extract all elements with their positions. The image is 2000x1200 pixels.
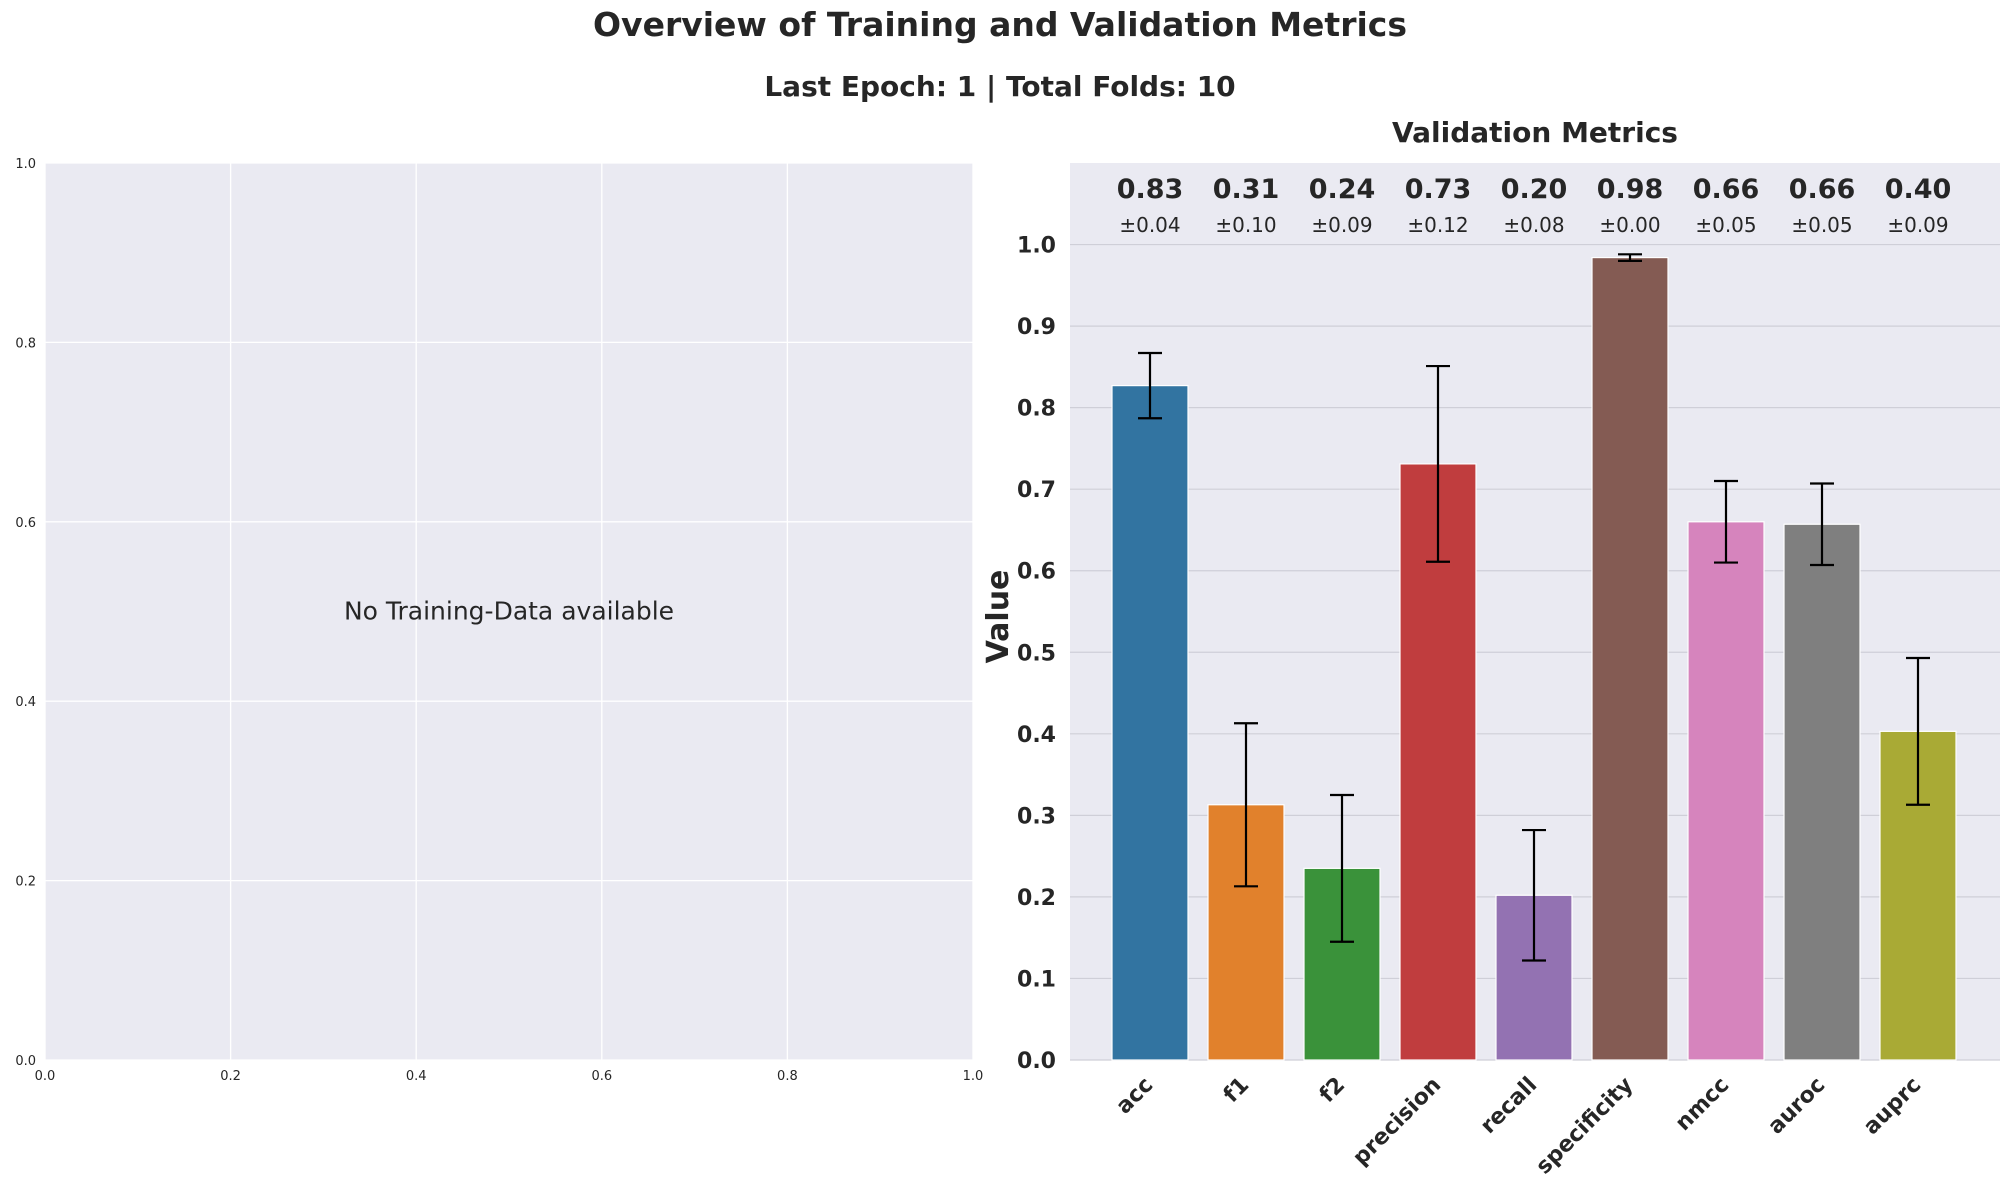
y-tick-label: 0.2 xyxy=(15,875,36,890)
x-tick-label-f2: f2 xyxy=(1315,1073,1350,1108)
validation-metrics-chart: Validation Metrics 0.0 0.1 0.2 0.3 0.4 0.5 0.6 0… xyxy=(981,116,2000,1179)
error-label-nmcc: ±0.05 xyxy=(1695,213,1756,237)
figure-title: Overview of Training and Validation Metr… xyxy=(593,5,1407,44)
x-tick-label: 0.8 xyxy=(777,1069,798,1084)
y-tick-label: 0.5 xyxy=(1017,641,1056,666)
error-label-auroc: ±0.05 xyxy=(1791,213,1852,237)
bar-specificity xyxy=(1591,256,1669,1061)
value-label-recall: 0.20 xyxy=(1501,174,1568,205)
validation-chart-title: Validation Metrics xyxy=(1392,116,1678,149)
x-tick-label: 0.4 xyxy=(406,1069,427,1084)
error-label-f1: ±0.10 xyxy=(1215,213,1276,237)
value-label-f1: 0.31 xyxy=(1213,174,1280,205)
x-tick-label: 0.0 xyxy=(35,1069,56,1084)
y-tick-label: 0.0 xyxy=(15,1054,36,1069)
figure-subtitle: Last Epoch: 1 | Total Folds: 10 xyxy=(764,70,1235,103)
plot-area xyxy=(45,163,973,1060)
y-tick-label: 0.1 xyxy=(1017,967,1056,992)
y-tick-label: 0.4 xyxy=(15,695,36,710)
y-tick-label: 0.6 xyxy=(15,516,36,531)
error-label-precision: ±0.12 xyxy=(1407,213,1468,237)
bar-acc xyxy=(1111,385,1189,1061)
y-tick-label: 0.4 xyxy=(1017,723,1056,748)
y-tick-label: 1.0 xyxy=(15,157,36,172)
y-tick-label: 0.2 xyxy=(1017,886,1056,911)
value-label-auprc: 0.40 xyxy=(1885,174,1952,205)
bar-nmcc xyxy=(1687,521,1765,1061)
value-label-nmcc: 0.66 xyxy=(1693,174,1760,205)
error-label-specificity: ±0.00 xyxy=(1599,213,1660,237)
x-tick-label-f1: f1 xyxy=(1219,1073,1254,1108)
value-label-precision: 0.73 xyxy=(1405,174,1472,205)
y-tick-label: 0.0 xyxy=(1017,1049,1056,1074)
x-tick-label-precision: precision xyxy=(1348,1073,1446,1171)
value-label-acc: 0.83 xyxy=(1117,174,1184,205)
x-tick-label-recall: recall xyxy=(1476,1073,1542,1139)
y-tick-label: 1.0 xyxy=(1017,234,1056,259)
value-label-auroc: 0.66 xyxy=(1789,174,1856,205)
y-tick-label: 0.6 xyxy=(1017,560,1056,585)
error-label-auprc: ±0.09 xyxy=(1887,213,1948,237)
value-label-specificity: 0.98 xyxy=(1597,174,1664,205)
y-tick-label: 0.9 xyxy=(1017,315,1056,340)
y-tick-label: 0.8 xyxy=(1017,397,1056,422)
x-tick-label-nmcc: nmcc xyxy=(1671,1073,1734,1136)
training-chart: 0.0 0.2 0.4 0.6 0.8 1.0 0.0 0.2 0.4 0.6 0.8 1.0 No T… xyxy=(15,157,983,1084)
x-tick-label-specificity: specificity xyxy=(1531,1073,1638,1180)
x-tick-label: 1.0 xyxy=(963,1069,984,1084)
y-axis-label: Value xyxy=(981,570,1016,664)
no-data-message: No Training-Data available xyxy=(344,597,674,626)
x-tick-label-auprc: auprc xyxy=(1859,1073,1926,1140)
error-label-f2: ±0.09 xyxy=(1311,213,1372,237)
y-tick-label: 0.8 xyxy=(15,336,36,351)
error-label-acc: ±0.04 xyxy=(1119,213,1180,237)
x-tick-label-auroc: auroc xyxy=(1763,1073,1830,1140)
x-tick-label-acc: acc xyxy=(1112,1073,1159,1120)
bar-auroc xyxy=(1783,523,1861,1061)
x-tick-label: 0.6 xyxy=(591,1069,612,1084)
x-tick-label: 0.2 xyxy=(220,1069,241,1084)
value-label-f2: 0.24 xyxy=(1309,174,1376,205)
y-tick-label: 0.7 xyxy=(1017,478,1056,503)
y-tick-label: 0.3 xyxy=(1017,804,1056,829)
error-label-recall: ±0.08 xyxy=(1503,213,1564,237)
